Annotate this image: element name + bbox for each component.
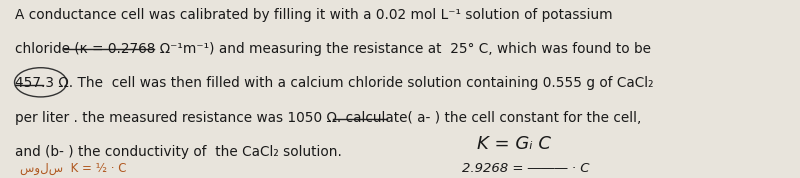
Text: 2.9268 = ――― · C: 2.9268 = ――― · C [462, 162, 590, 175]
Text: chloride (κ = 0.2768 Ω⁻¹m⁻¹) and measuring the resistance at  25° C, which was f: chloride (κ = 0.2768 Ω⁻¹m⁻¹) and measuri… [14, 42, 650, 56]
Text: 457.3 Ω. The  cell was then filled with a calcium chloride solution containing 0: 457.3 Ω. The cell was then filled with a… [14, 76, 653, 90]
Text: per liter . the measured resistance was 1050 Ω. calculate( a- ) the cell constan: per liter . the measured resistance was … [14, 111, 641, 125]
Text: A conductance cell was calibrated by filling it with a 0.02 mol L⁻¹ solution of : A conductance cell was calibrated by fil… [14, 8, 612, 22]
Text: K = Gᵢ C: K = Gᵢ C [478, 135, 551, 153]
Text: سولس  K = ½ · C: سولس K = ½ · C [20, 162, 126, 175]
Text: and (b- ) the conductivity of  the CaCl₂ solution.: and (b- ) the conductivity of the CaCl₂ … [14, 145, 342, 159]
